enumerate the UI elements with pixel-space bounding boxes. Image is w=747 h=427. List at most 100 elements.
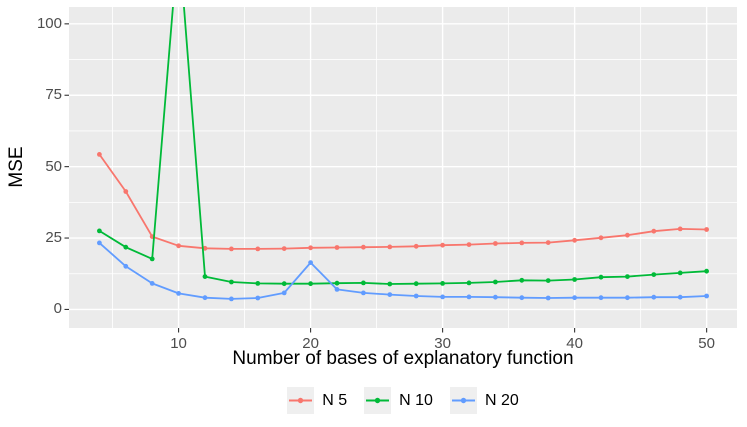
data-point <box>176 243 182 249</box>
data-point <box>255 295 261 301</box>
data-point <box>704 227 709 232</box>
data-point <box>334 245 340 250</box>
y-tick-label: 25 <box>45 229 62 247</box>
data-point <box>519 295 525 301</box>
data-point <box>202 245 208 251</box>
data-point <box>545 295 551 301</box>
data-point <box>308 245 313 251</box>
series-n20 <box>97 240 709 302</box>
data-point <box>229 279 234 285</box>
y-tick-label: 100 <box>36 14 62 32</box>
data-point <box>255 281 261 286</box>
data-point <box>334 280 340 286</box>
data-point <box>545 278 551 283</box>
legend-item-n10: N 10 <box>364 387 433 414</box>
legend-item-n5: N 5 <box>287 387 347 414</box>
data-point <box>361 290 366 296</box>
data-point <box>334 287 340 292</box>
legend-item-n20: N 20 <box>449 387 519 414</box>
data-point <box>598 295 604 301</box>
data-point <box>572 295 577 301</box>
data-point <box>149 256 155 262</box>
data-point <box>413 243 419 249</box>
data-point <box>440 294 445 300</box>
legend-label: N 20 <box>484 391 519 409</box>
data-point <box>413 281 419 287</box>
data-point <box>361 280 366 286</box>
data-point <box>466 242 472 248</box>
data-point <box>677 294 683 300</box>
data-point <box>361 244 366 250</box>
plot-panel <box>69 7 737 328</box>
data-point <box>466 280 472 286</box>
series-n10 <box>97 7 709 287</box>
data-point <box>598 235 604 241</box>
x-tick-label: 10 <box>170 335 187 352</box>
data-point <box>202 295 208 301</box>
data-point <box>308 281 313 287</box>
data-point <box>493 279 498 285</box>
data-point <box>651 294 657 300</box>
data-point <box>413 293 419 299</box>
data-point <box>281 290 287 296</box>
legend-label: N 5 <box>322 391 348 409</box>
data-point <box>97 152 102 157</box>
axis-tick-marks <box>64 23 708 333</box>
data-point <box>281 246 287 252</box>
x-tick-label: 40 <box>566 335 583 352</box>
data-point <box>202 274 208 279</box>
data-point <box>176 291 182 296</box>
data-point <box>493 294 498 300</box>
data-point <box>625 232 630 238</box>
data-point <box>493 241 498 246</box>
y-tick-label: 75 <box>45 86 62 104</box>
data-point <box>625 274 630 279</box>
minor-gridlines <box>69 7 737 328</box>
x-axis-title: Number of bases of explanatory function <box>232 348 574 369</box>
data-point <box>229 296 234 302</box>
data-point <box>519 240 525 246</box>
legend-key-line-icon <box>364 387 392 414</box>
legend-label: N 10 <box>399 391 433 409</box>
data-point <box>545 240 551 246</box>
legend-key-line-icon <box>287 387 315 414</box>
data-point <box>651 272 657 277</box>
data-point <box>440 281 445 286</box>
x-tick-label: 30 <box>434 335 451 352</box>
data-point <box>281 281 287 287</box>
data-point <box>97 240 102 246</box>
data-point <box>387 281 393 287</box>
data-point <box>704 293 709 299</box>
data-point <box>677 226 683 232</box>
data-point <box>123 189 129 194</box>
data-point <box>255 246 261 252</box>
y-tick-label: 50 <box>45 157 62 175</box>
y-tick-label: 0 <box>53 300 62 318</box>
data-point <box>308 260 313 265</box>
y-axis-title: MSE <box>6 146 27 188</box>
data-point <box>97 228 102 234</box>
data-point <box>572 277 577 282</box>
data-point <box>149 281 155 286</box>
data-point <box>704 268 709 274</box>
x-tick-label: 50 <box>698 335 715 352</box>
x-tick-label: 20 <box>302 335 319 352</box>
data-point <box>440 242 445 248</box>
legend: N 5 N 10 N 20 <box>69 387 737 414</box>
data-point <box>651 228 657 234</box>
legend-key-line-icon <box>449 387 477 414</box>
data-point <box>598 274 604 280</box>
data-point <box>572 237 577 243</box>
data-point <box>677 270 683 276</box>
data-point <box>387 292 393 297</box>
data-point <box>387 244 393 250</box>
data-point <box>466 294 472 300</box>
major-gridlines <box>69 7 737 328</box>
data-point <box>123 244 129 250</box>
data-point <box>519 277 525 283</box>
data-point <box>123 263 129 269</box>
data-point <box>625 295 630 301</box>
data-point <box>229 246 234 252</box>
